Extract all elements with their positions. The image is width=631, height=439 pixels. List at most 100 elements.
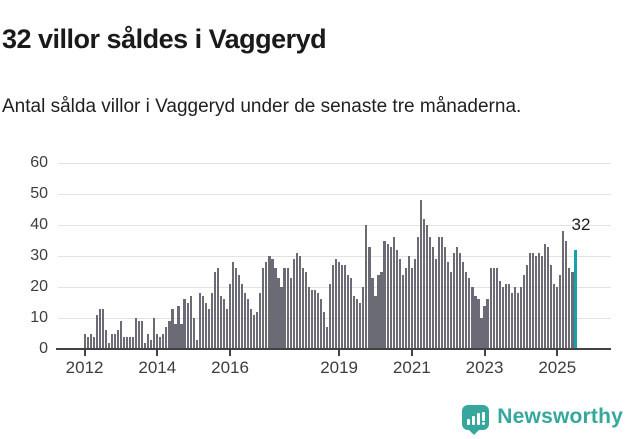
y-axis-label: 0 [39,340,48,357]
bar [359,302,362,349]
x-axis-tick [483,350,486,356]
bar [213,271,216,349]
x-axis-tick [410,350,413,356]
bar [174,324,177,349]
bar [398,259,401,349]
gridline-y40 [58,225,611,226]
bar [344,265,347,349]
bar [353,296,356,349]
bar [268,256,271,349]
gridline-y60 [58,163,611,164]
bar [107,342,110,349]
x-axis-label: 2012 [65,358,104,377]
bar [571,271,574,349]
bar [347,274,350,349]
bar [265,262,268,349]
bar [201,296,204,349]
bar [310,290,313,349]
bar [110,333,113,349]
bar [113,333,116,349]
bar [207,308,210,349]
x-axis-tick [229,350,232,356]
bar [419,200,423,349]
bar [334,259,338,349]
bar [462,262,465,349]
bar [89,333,92,349]
bar [86,336,89,349]
bar [244,293,247,349]
bar [122,336,126,349]
bar [168,321,171,349]
bar [241,283,244,349]
bar [301,268,304,349]
bar [350,277,353,349]
bar [259,293,262,349]
bar [171,308,174,349]
newsworthy-logo-icon [462,404,490,435]
bar [525,265,529,349]
bar [304,271,307,349]
brand-footer[interactable]: Newsworthy [462,400,623,435]
bar [383,240,386,349]
bar [195,339,198,349]
bar [401,274,404,349]
bar [498,280,501,349]
bar [138,321,141,349]
bar [492,268,495,349]
bar [368,246,371,349]
bar [280,287,283,349]
bar [141,321,144,349]
gridline-y50 [58,194,611,195]
bar [253,314,256,349]
bar [156,333,159,349]
bar [292,259,295,349]
bar [550,265,553,349]
bar [547,246,550,349]
bar [298,256,301,349]
bar [183,299,186,349]
bar [486,299,489,349]
bar [362,287,365,349]
x-axis-label: 2014 [138,358,177,377]
bar [477,299,480,349]
bar [447,262,450,349]
page-title: 32 villor såldes i Vaggeryd [2,24,327,55]
bar [131,336,135,349]
bar [428,237,432,349]
bar [568,268,571,349]
bar [153,318,156,349]
logo-bar-1 [466,418,470,425]
bar [456,246,459,349]
bar [441,237,444,349]
bar [116,330,120,349]
bar [392,237,395,349]
bar [501,287,504,349]
bar [510,293,513,349]
bar [471,287,474,349]
bar [328,283,332,349]
bar [556,287,559,349]
bar [228,283,232,349]
bar [238,274,241,349]
bar [231,262,235,349]
bar [119,321,123,349]
bar [192,318,195,349]
bar [453,252,456,349]
bar [528,252,532,349]
bar [219,296,223,349]
bar [325,327,329,349]
bar [374,296,377,349]
bar [338,262,341,349]
bar [262,268,265,349]
x-axis-tick [156,350,159,356]
bar [459,252,462,349]
logo-bar-2 [471,415,475,425]
bar [307,287,310,349]
bar [450,271,453,349]
bar [495,268,498,349]
bar [377,274,380,349]
bar [162,333,165,349]
y-axis-label: 40 [30,216,48,233]
bar [159,336,162,349]
